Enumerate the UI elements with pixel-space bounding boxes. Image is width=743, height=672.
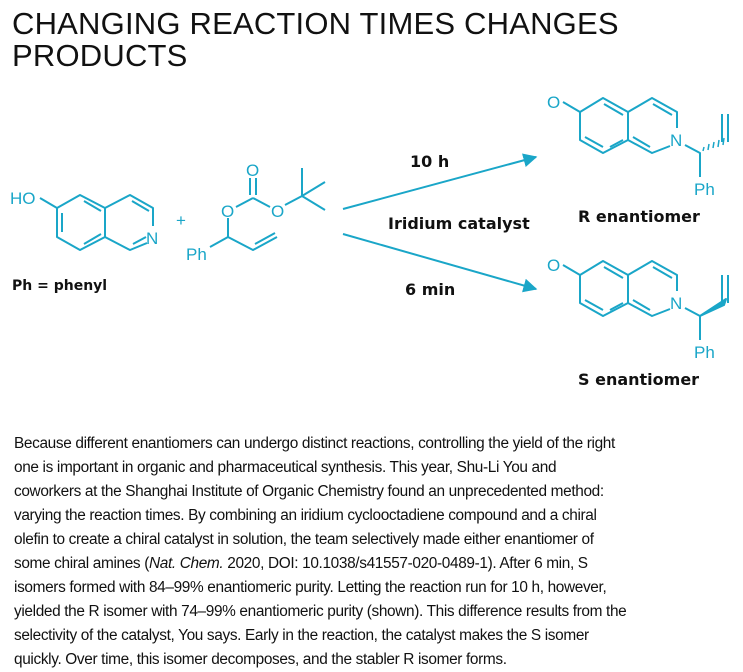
catalyst-label: Iridium catalyst xyxy=(388,214,530,233)
caption-line: Because different enantiomers can underg… xyxy=(14,435,615,452)
s-enantiomer-structure: O N Ph xyxy=(547,256,729,362)
ho-label: HO xyxy=(10,189,36,208)
time-10h-label: 10 h xyxy=(410,152,449,171)
arrow-to-s-product xyxy=(342,233,538,293)
s-n-label: N xyxy=(670,294,682,313)
figure-title: CHANGING REACTION TIMES CHANGES PRODUCTS xyxy=(12,8,619,72)
ester-o-right-label: O xyxy=(271,202,284,221)
title-line-1: CHANGING REACTION TIMES CHANGES xyxy=(12,6,619,41)
ph-label: Ph xyxy=(186,245,207,264)
plus-sign: + xyxy=(176,211,186,230)
caption-line: selectivity of the catalyst, You says. E… xyxy=(14,627,589,644)
caption-line: olefin to create a chiral catalyst in so… xyxy=(14,531,594,548)
caption-line: coworkers at the Shanghai Institute of O… xyxy=(14,483,604,500)
r-ph-label: Ph xyxy=(694,180,715,199)
s-enantiomer-label: S enantiomer xyxy=(578,370,699,389)
caption-paragraph: Because different enantiomers can underg… xyxy=(14,432,627,672)
r-enantiomer-label: R enantiomer xyxy=(578,207,700,226)
caption-line: yielded the R isomer with 74–99% enantio… xyxy=(14,603,627,620)
s-ph-label: Ph xyxy=(694,343,715,362)
time-6min-label: 6 min xyxy=(405,280,455,299)
allyl-carbonate-structure: O O O Ph xyxy=(186,161,326,264)
title-line-2: PRODUCTS xyxy=(12,38,188,73)
ester-o-left-label: O xyxy=(221,202,234,221)
r-enantiomer-structure: O N Ph xyxy=(547,93,729,199)
ph-legend: Ph = phenyl xyxy=(12,278,107,294)
caption-line: quickly. Over time, this isomer decompos… xyxy=(14,651,507,668)
s-o-label: O xyxy=(547,256,560,275)
caption-text: some chiral amines ( xyxy=(14,555,149,572)
caption-line: some chiral amines (Nat. Chem. 2020, DOI… xyxy=(14,552,626,576)
journal-name: Nat. Chem. xyxy=(148,555,224,572)
hydroxyisoquinoline-structure: HO N xyxy=(10,189,158,251)
caption-text: 2020, DOI: 10.1038/s41557-020-0489-1). A… xyxy=(223,555,588,572)
reaction-scheme: HO N + O O O Ph Ph = phenyl 10 h Iridium… xyxy=(10,93,729,389)
r-o-label: O xyxy=(547,93,560,112)
n-label: N xyxy=(146,229,158,248)
caption-line: one is important in organic and pharmace… xyxy=(14,459,557,476)
carbonyl-o-label: O xyxy=(246,161,259,180)
caption-line: isomers formed with 84–99% enantiomeric … xyxy=(14,579,607,596)
r-n-label: N xyxy=(670,131,682,150)
arrow-to-r-product xyxy=(342,153,538,210)
caption-line: varying the reaction times. By combining… xyxy=(14,507,597,524)
